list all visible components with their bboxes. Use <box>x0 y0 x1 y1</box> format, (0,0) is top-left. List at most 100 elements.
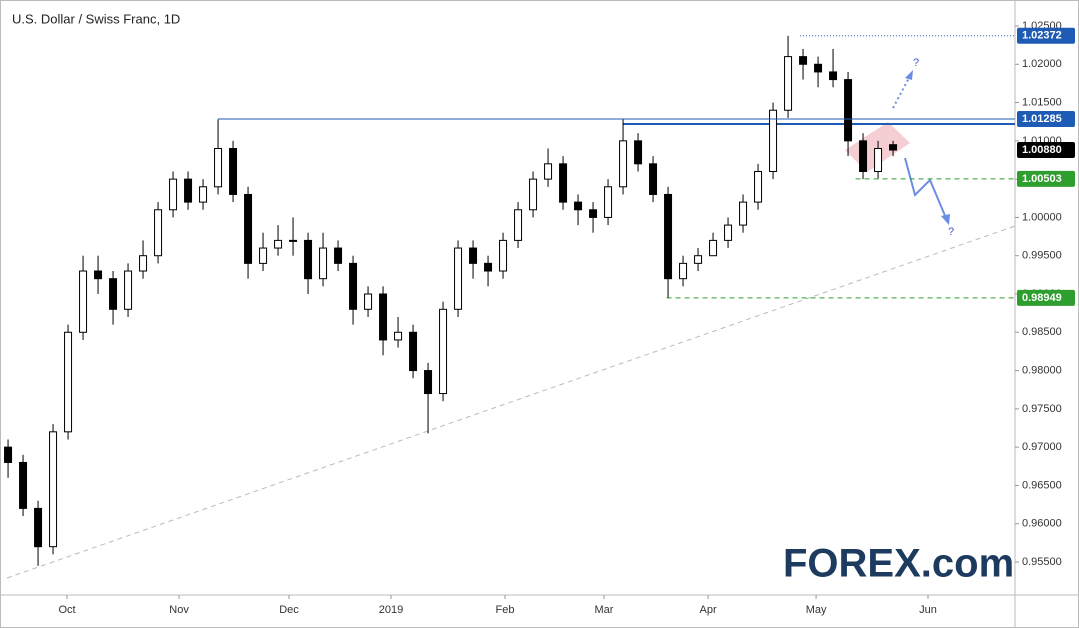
candle-body <box>379 293 388 341</box>
y-tick-label: 0.97500 <box>1022 403 1062 415</box>
candle-body <box>199 186 208 203</box>
candle-body <box>169 178 178 211</box>
annotation: ? <box>913 57 919 69</box>
candle-body <box>859 140 868 172</box>
candle-body <box>409 331 418 372</box>
candle-body <box>589 209 598 218</box>
candle-body <box>529 178 538 211</box>
y-tick-label: 0.96000 <box>1022 518 1062 530</box>
candle-body <box>754 170 763 203</box>
candle-body <box>244 193 253 264</box>
logo: FOREX.com <box>783 542 1014 586</box>
level-box <box>1017 27 1075 44</box>
y-tick-label: 0.98500 <box>1022 326 1062 338</box>
candle-body <box>604 186 613 218</box>
candle-body <box>274 239 283 249</box>
candle-body <box>514 209 523 241</box>
level-box <box>1017 170 1075 187</box>
candle-body <box>289 239 298 242</box>
level-label: 1.02372 <box>1022 30 1062 42</box>
arrow-head <box>905 70 913 80</box>
candle-body <box>694 255 703 264</box>
candle-body <box>214 148 223 188</box>
candle-body <box>229 148 238 195</box>
candle-body <box>94 270 103 280</box>
candle-body <box>4 446 13 463</box>
down-arrow <box>904 157 947 219</box>
candle-body <box>769 109 778 172</box>
candle-body <box>799 56 808 65</box>
candle-body <box>304 239 313 280</box>
candle-body <box>889 144 898 151</box>
candle-body <box>454 247 463 310</box>
candle-body <box>109 278 118 310</box>
y-tick-label: 0.99500 <box>1022 250 1062 262</box>
candle-body <box>559 163 568 203</box>
trendline <box>6 225 1016 579</box>
y-tick-label: 1.01500 <box>1022 96 1062 108</box>
level-label: 0.98949 <box>1022 292 1062 304</box>
candle-body <box>154 209 163 257</box>
x-tick-label: Jun <box>919 604 937 616</box>
candle-body <box>349 262 358 310</box>
candle-body <box>469 247 478 264</box>
level-label: 1.00503 <box>1022 173 1062 185</box>
x-tick-label: 2019 <box>379 604 403 616</box>
candle-body <box>184 178 193 203</box>
level-box <box>1017 289 1075 306</box>
x-tick-label: Nov <box>169 604 189 616</box>
up-arrow <box>892 75 911 109</box>
candle-body <box>49 431 58 548</box>
candle-body <box>634 140 643 165</box>
annotation: ? <box>948 226 954 238</box>
level-label: 1.01285 <box>1022 113 1062 125</box>
candle-body <box>439 308 448 395</box>
candle-body <box>874 148 883 172</box>
y-tick-label: 1.00000 <box>1022 211 1062 223</box>
candle-body <box>679 262 688 280</box>
candle-body <box>499 239 508 272</box>
candle-body <box>424 370 433 395</box>
candle-body <box>619 140 628 188</box>
candle-body <box>574 201 583 211</box>
x-tick-label: May <box>806 604 827 616</box>
y-tick-label: 0.98000 <box>1022 364 1062 376</box>
candle-body <box>19 461 28 509</box>
candle-body <box>664 193 673 280</box>
level-box <box>1017 111 1075 128</box>
y-tick-label: 0.96500 <box>1022 479 1062 491</box>
candle-body <box>64 331 73 433</box>
candle-body <box>649 163 658 195</box>
candle-body <box>394 331 403 341</box>
candle-body <box>79 270 88 333</box>
candle-body <box>544 163 553 180</box>
candle-body <box>364 293 373 310</box>
arrow-head <box>941 214 950 225</box>
y-tick-label: 0.95500 <box>1022 556 1062 568</box>
y-tick-label: 0.97000 <box>1022 441 1062 453</box>
candle-body <box>484 262 493 272</box>
chart-title: U.S. Dollar / Swiss Franc, 1D <box>12 11 180 26</box>
candle-body <box>814 63 823 73</box>
candle-body <box>34 507 43 548</box>
level-box <box>1017 142 1075 159</box>
candle-body <box>124 270 133 310</box>
candle-body <box>709 239 718 257</box>
candle-body <box>139 255 148 272</box>
candle-body <box>844 79 853 142</box>
candle-body <box>784 56 793 111</box>
x-tick-label: Dec <box>279 604 299 616</box>
x-tick-label: Apr <box>700 604 717 616</box>
candle-body <box>334 247 343 264</box>
candle-body <box>739 201 748 226</box>
candle-body <box>259 247 268 264</box>
x-tick-label: Mar <box>595 604 614 616</box>
x-tick-label: Feb <box>496 604 515 616</box>
candle-body <box>319 247 328 280</box>
y-tick-label: 1.02000 <box>1022 58 1062 70</box>
candle-body <box>724 224 733 241</box>
x-tick-label: Oct <box>58 604 75 616</box>
level-label: 1.00880 <box>1022 144 1062 156</box>
